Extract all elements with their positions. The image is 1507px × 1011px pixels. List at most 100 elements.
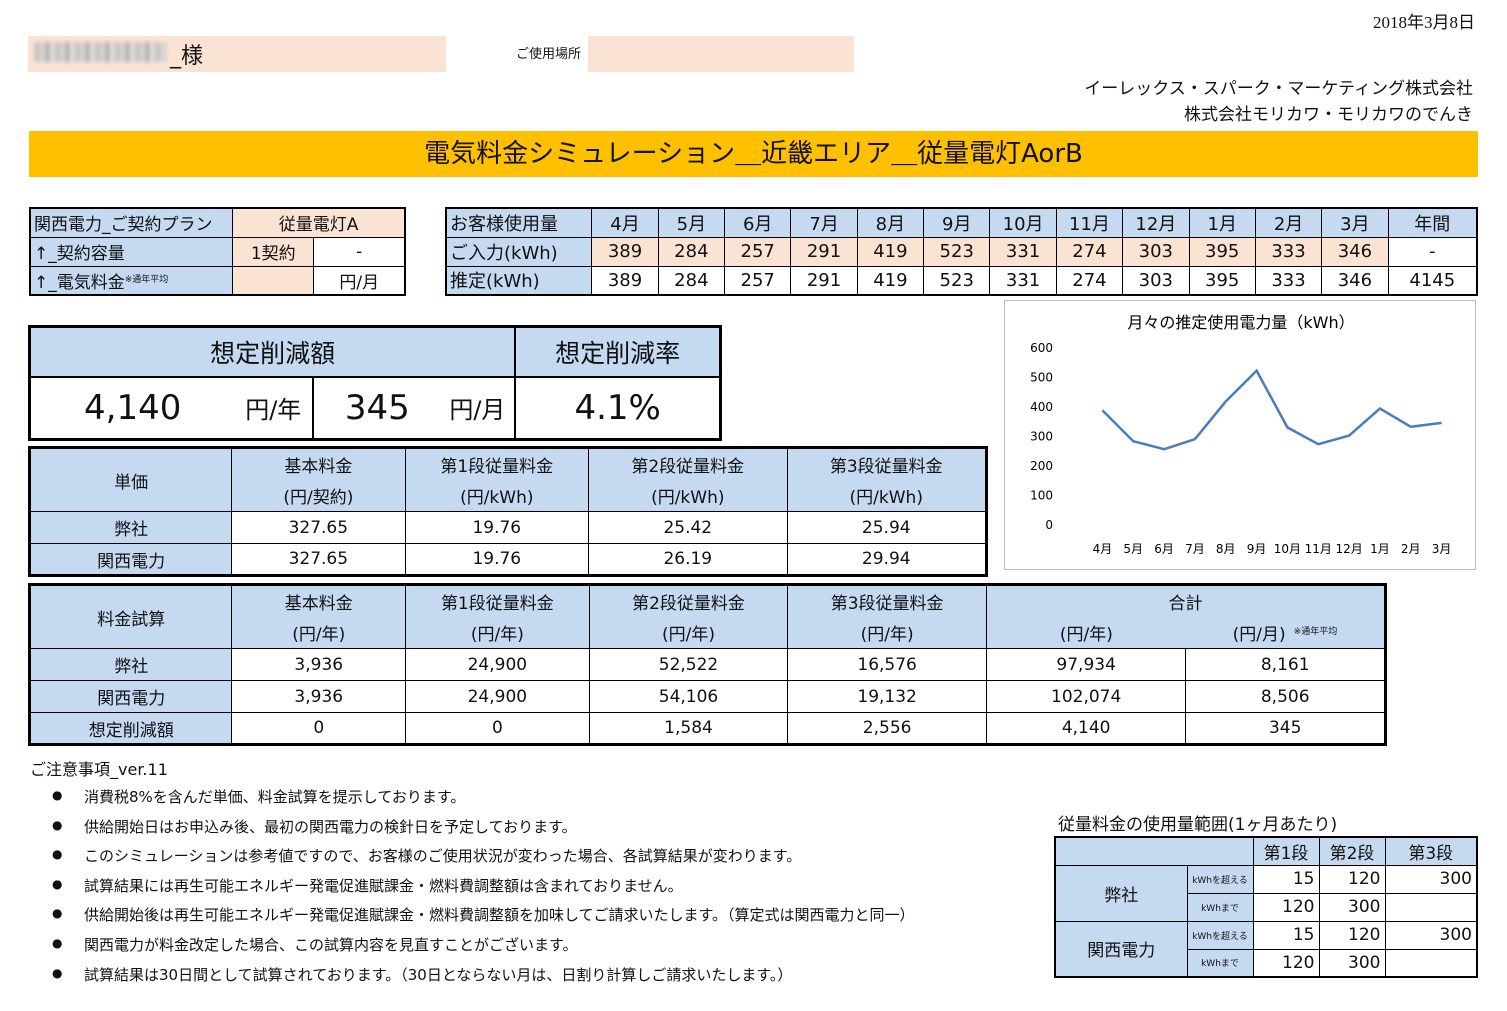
calc-header-unit: (円/年) (985, 616, 1186, 649)
note-item: 試算結果は30日間として試算されております。（30日とならない月は、日割り計算し… (30, 964, 915, 994)
chart-series-line (1101, 368, 1442, 451)
table-cell: 26.19 (588, 543, 788, 576)
table-cell: 25.42 (588, 511, 788, 544)
input-cell: 523 (923, 236, 991, 267)
y-tick-label: 500 (1030, 371, 1053, 385)
fee-calculation-table: 料金試算 基本料金 第1段従量料金 第2段従量料金 第3段従量料金 合計 (円/… (28, 583, 1387, 746)
table-row: 関西電力 327.65 19.76 26.19 29.94 (28, 543, 987, 576)
y-tick-label: 200 (1030, 459, 1053, 473)
bill-label: ↑_電気料金※通年平均 (29, 265, 234, 296)
savings-yearly-value: 4,140 (28, 375, 235, 441)
input-cell: 419 (856, 236, 925, 267)
redacted-customer-name (34, 42, 166, 62)
x-tick-label: 4月 (1093, 542, 1113, 556)
month-header: 9月 (923, 207, 991, 238)
company-name-1: イーレックス・スパーク・マーケティング株式会社 (1084, 79, 1473, 99)
table-cell: 327.65 (231, 543, 406, 576)
row-label: 関西電力 (28, 543, 233, 576)
calc-header-note: ※通年平均 (1293, 626, 1338, 637)
note-item: 消費税8%を含んだ単価、料金試算を提示しております。 (30, 786, 915, 816)
price-header-unit: (円/契約) (231, 479, 406, 512)
bill-note: ※通年平均 (124, 274, 169, 285)
y-tick-label: 400 (1030, 400, 1053, 414)
note-item: 試算結果には再生可能エネルギー発電促進賦課金・燃料費調整額は含まれておりません。 (30, 875, 915, 905)
estimate-cell: 389 (591, 265, 659, 296)
calc-header-total: 合計 (985, 584, 1387, 617)
usage-header-label: お客様使用量 (445, 207, 593, 238)
range-header: 第3段 (1384, 836, 1478, 866)
plan-label: 関西電力_ご契約プラン (29, 207, 234, 238)
notes-title: ご注意事項_ver.11 (30, 760, 168, 779)
input-cell: 395 (1188, 236, 1256, 267)
estimate-cell: 291 (790, 265, 858, 296)
month-header: 12月 (1122, 207, 1190, 238)
table-cell: 1,584 (588, 712, 789, 745)
input-cell: 284 (657, 236, 726, 267)
date: 2018年3月8日 (1373, 13, 1475, 32)
note-item: 供給開始後は再生可能エネルギー発電促進賦課金・燃料費調整額を加味してご請求いたし… (30, 904, 915, 934)
price-header: 第3段従量料金 (786, 447, 987, 480)
input-cell: 331 (989, 236, 1057, 267)
table-cell: 102,074 (985, 680, 1187, 713)
x-tick-label: 8月 (1216, 542, 1236, 556)
usage-line-chart: 月々の推定使用電力量（kWh） 0 100 200 300 400 500 600 4月 5月… (1030, 313, 1451, 556)
x-tick-label: 5月 (1123, 542, 1143, 556)
table-cell: 52,522 (588, 648, 789, 681)
table-cell: 4,140 (985, 712, 1187, 745)
month-header: 5月 (657, 207, 726, 238)
month-header: 6月 (724, 207, 792, 238)
input-cell: 303 (1122, 236, 1190, 267)
x-tick-label: 6月 (1154, 542, 1174, 556)
month-header: 8月 (856, 207, 925, 238)
company-name-2: 株式会社モリカワ・モリカワのでんき (1184, 105, 1473, 125)
x-tick-label: 11月 (1305, 542, 1332, 556)
estimate-cell: 523 (923, 265, 991, 296)
month-header: 3月 (1321, 207, 1389, 238)
table-cell: 120 (1318, 864, 1386, 894)
month-header: 2月 (1254, 207, 1323, 238)
estimate-cell: 284 (657, 265, 726, 296)
table-cell: 3,936 (231, 648, 407, 681)
unit-price-table: 単価 基本料金 第1段従量料金 第2段従量料金 第3段従量料金 (円/契約) (… (28, 446, 988, 577)
table-cell: 300 (1318, 948, 1386, 978)
x-tick-label: 9月 (1247, 542, 1267, 556)
price-header-unit: (円/kWh) (588, 479, 788, 512)
month-header: 4月 (591, 207, 659, 238)
input-cell: 389 (591, 236, 659, 267)
month-header: 7月 (790, 207, 858, 238)
table-cell: 300 (1384, 920, 1478, 950)
table-cell: 120 (1252, 948, 1320, 978)
table-cell: 8,161 (1185, 648, 1386, 681)
savings-yearly-unit: 円/年 (234, 375, 315, 441)
usage-table: お客様使用量 4月 5月 6月 7月 8月 9月 10月 11月 12月 1月 … (445, 207, 1478, 296)
range-title: 従量料金の使用量範囲(1ヶ月あたり) (1058, 815, 1338, 835)
savings-monthly-value: 345 (312, 375, 441, 441)
table-cell: 19.76 (404, 543, 590, 576)
input-cell: - (1387, 236, 1478, 267)
calc-header: 第3段従量料金 (787, 584, 987, 617)
calc-header-unit-monthly: (円/月) ※通年平均 (1185, 616, 1386, 649)
usage-range-table: 第1段 第2段 第3段 弊社 kWhを超える 15 120 300 kWhまで … (1054, 836, 1478, 978)
y-tick-label: 100 (1030, 489, 1053, 503)
bill-unit: 円/月 (313, 265, 406, 296)
row-label: 弊社 (28, 648, 233, 681)
note-item: 関西電力が料金改定した場合、この試算内容を見直すことがございます。 (30, 934, 915, 964)
table-cell: 19,132 (787, 680, 987, 713)
calc-header-unit: (円/年) (231, 616, 407, 649)
notes-section: ご注意事項_ver.11 消費税8%を含んだ単価、料金試算を提示しております。 … (30, 756, 915, 993)
capacity-label: ↑_契約容量 (29, 236, 234, 267)
page-title: 電気料金シミュレーション＿近畿エリア＿従量電灯AorB (29, 131, 1478, 177)
usage-place-field (588, 36, 854, 72)
range-header: 第1段 (1252, 836, 1320, 866)
x-tick-label: 10月 (1274, 542, 1301, 556)
table-cell: 24,900 (405, 648, 590, 681)
input-cell: 291 (790, 236, 858, 267)
table-cell: 97,934 (985, 648, 1187, 681)
plan-value: 従量電灯A (232, 207, 406, 238)
note-item: このシミュレーションは参考値ですので、お客様のご使用状況が変わった場合、各試算結… (30, 845, 915, 875)
range-upto-label: kWhまで (1186, 948, 1254, 978)
table-cell: 2,556 (787, 712, 987, 745)
table-cell: 0 (231, 712, 407, 745)
table-cell (1384, 948, 1478, 978)
table-cell: 120 (1252, 892, 1320, 922)
